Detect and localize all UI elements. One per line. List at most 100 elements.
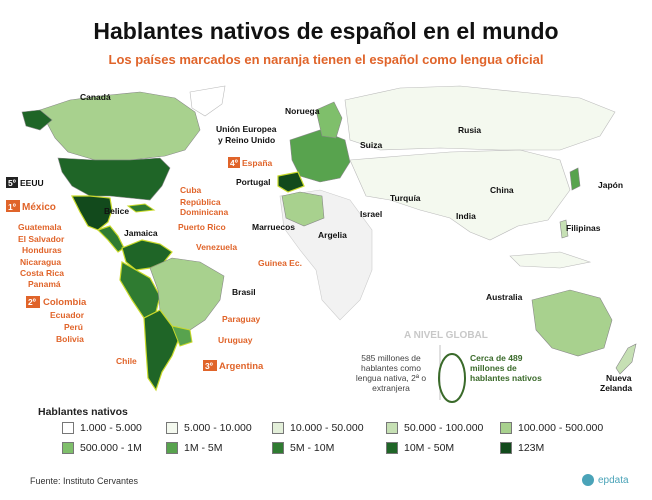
label-israel: Israel xyxy=(360,209,382,219)
label-ue-1: Unión Europea xyxy=(216,124,277,134)
brand-label: epdata xyxy=(598,474,629,486)
legend-item: 10.000 - 50.000 xyxy=(272,422,364,434)
legend-label: 10M - 50M xyxy=(404,442,455,454)
label-filipinas: Filipinas xyxy=(566,223,601,233)
region-greenland xyxy=(189,85,226,117)
label-venezuela: Venezuela xyxy=(196,242,237,252)
label-puerto-rico: Puerto Rico xyxy=(178,222,226,232)
global-right-note: Cerca de 489 millones de hablantes nativ… xyxy=(470,353,542,383)
region-australia xyxy=(531,289,613,357)
legend-label: 500.000 - 1M xyxy=(80,442,142,454)
label-rep-dom-1: República xyxy=(180,197,221,207)
label-india: India xyxy=(456,211,476,221)
legend-swatch xyxy=(62,442,74,454)
legend-label: 5M - 10M xyxy=(290,442,335,454)
rank-eeuu: 5º xyxy=(8,178,16,188)
label-rep-dom-2: Dominicana xyxy=(180,207,228,217)
label-turquia: Turquía xyxy=(390,193,421,203)
region-cuba xyxy=(126,203,156,213)
legend-item: 1.000 - 5.000 xyxy=(62,422,142,434)
legend-swatch xyxy=(386,442,398,454)
label-colombia: Colombia xyxy=(43,297,87,308)
label-noruega: Noruega xyxy=(285,106,320,116)
region-russia xyxy=(344,85,616,151)
legend-label: 100.000 - 500.000 xyxy=(518,422,604,434)
legend-swatch xyxy=(166,442,178,454)
label-bolivia: Bolivia xyxy=(56,334,84,344)
label-china: China xyxy=(490,185,514,195)
label-honduras: Honduras xyxy=(22,245,62,255)
legend-item: 100.000 - 500.000 xyxy=(500,422,603,434)
legend-title: Hablantes nativos xyxy=(38,406,128,418)
label-ue-2: y Reino Unido xyxy=(218,135,275,145)
label-australia: Australia xyxy=(486,292,523,302)
rank-badge-argentina xyxy=(203,360,217,371)
rank-badge-eeuu xyxy=(6,177,18,188)
label-portugal: Portugal xyxy=(236,177,270,187)
legend-swatch xyxy=(272,422,284,434)
legend-item: 5.000 - 10.000 xyxy=(166,422,252,434)
region-indonesia xyxy=(509,251,592,269)
brand-icon xyxy=(582,474,594,486)
global-left-note: 585 millones de hablantes como lengua na… xyxy=(355,353,427,393)
rank-badge-mexico xyxy=(6,200,20,212)
region-nz xyxy=(615,343,637,375)
label-brasil: Brasil xyxy=(232,287,256,297)
label-nicaragua: Nicaragua xyxy=(20,257,61,267)
brand-logo: epdata xyxy=(582,474,629,486)
label-guinea: Guinea Ec. xyxy=(258,258,302,268)
legend-item: 500.000 - 1M xyxy=(62,442,142,454)
legend-swatch xyxy=(500,442,512,454)
label-cuba: Cuba xyxy=(180,185,202,195)
legend-item: 10M - 50M xyxy=(386,442,454,454)
label-guatemala: Guatemala xyxy=(18,222,62,232)
rank-colombia: 2º xyxy=(28,297,36,307)
label-jamaica: Jamaica xyxy=(124,228,158,238)
page-subtitle: Los países marcados en naranja tienen el… xyxy=(108,52,544,67)
label-argentina: Argentina xyxy=(219,361,264,372)
label-ecuador: Ecuador xyxy=(50,310,85,320)
label-chile: Chile xyxy=(116,356,137,366)
legend-item: 5M - 10M xyxy=(272,442,334,454)
region-brasil xyxy=(149,257,225,331)
label-uruguay: Uruguay xyxy=(218,335,253,345)
label-peru: Perú xyxy=(64,322,83,332)
label-nz-1: Nueva xyxy=(606,373,632,383)
rank-badge-colombia xyxy=(26,296,40,308)
region-asia-south xyxy=(349,149,571,241)
region-japan xyxy=(569,167,581,191)
legend-swatch xyxy=(272,442,284,454)
legend-label: 5.000 - 10.000 xyxy=(184,422,252,434)
rank-badge-espana xyxy=(228,157,240,168)
global-title: A NIVEL GLOBAL xyxy=(404,330,488,341)
legend-item: 1M - 5M xyxy=(166,442,223,454)
label-japon: Japón xyxy=(598,180,623,190)
rank-mexico: 1º xyxy=(8,202,16,212)
region-espana xyxy=(277,171,305,193)
label-marruecos: Marruecos xyxy=(252,222,295,232)
label-belice: Belice xyxy=(104,206,129,216)
label-el-salvador: El Salvador xyxy=(18,234,65,244)
region-marruecos-argelia xyxy=(281,191,325,227)
region-uruguay-paraguay xyxy=(171,325,193,347)
label-espana: España xyxy=(242,158,273,168)
legend-label: 1.000 - 5.000 xyxy=(80,422,142,434)
page-title: Hablantes nativos de español en el mundo xyxy=(93,18,559,44)
rank-argentina: 3º xyxy=(205,361,213,371)
legend-label: 10.000 - 50.000 xyxy=(290,422,364,434)
legend-swatch xyxy=(62,422,74,434)
label-suiza: Suiza xyxy=(360,140,382,150)
label-argelia: Argelia xyxy=(318,230,347,240)
legend-label: 123M xyxy=(518,442,545,454)
region-central-america xyxy=(96,225,125,253)
region-usa xyxy=(57,157,171,201)
label-paraguay: Paraguay xyxy=(222,314,261,324)
source-note: Fuente: Instituto Cervantes xyxy=(30,476,139,486)
label-rusia: Rusia xyxy=(458,125,481,135)
region-alaska xyxy=(21,109,53,131)
legend-item: 123M xyxy=(500,442,544,454)
region-chile-argentina xyxy=(143,309,181,392)
label-nz-2: Zelanda xyxy=(600,383,632,393)
region-canada xyxy=(39,91,201,161)
